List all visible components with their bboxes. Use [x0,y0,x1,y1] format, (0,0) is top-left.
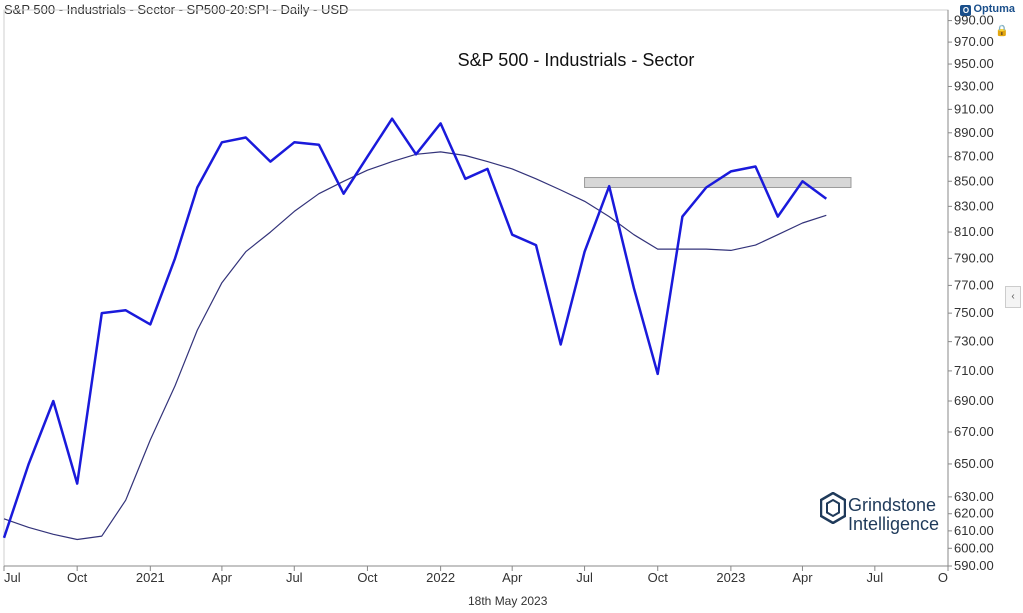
x-tick-label: Jul [4,570,21,585]
x-tick-label: Apr [792,570,813,585]
y-tick-label: 710.00 [954,363,994,378]
y-tick-label: 890.00 [954,125,994,140]
y-tick-label: 650.00 [954,456,994,471]
watermark-line-1: Grindstone [848,495,937,515]
lock-icon[interactable]: 🔒 [995,25,1009,37]
chart-title: S&P 500 - Industrials - Sector [458,50,695,70]
y-tick-label: 620.00 [954,506,994,521]
x-tick-label: Oct [648,570,669,585]
y-tick-label: 950.00 [954,56,994,71]
x-tick-label: Oct [357,570,378,585]
y-tick-label: 590.00 [954,558,994,573]
y-tick-label: 790.00 [954,250,994,265]
chevron-left-icon: ‹ [1011,291,1015,302]
y-axis: 590.00 600.00 610.00 620.00 630.00 650.00 670.… [947,10,994,573]
resistance-band-layer [584,177,852,188]
y-tick-label: 810.00 [954,224,994,239]
optuma-logo-icon: O [960,5,972,16]
optuma-brand: O Optuma [960,3,1015,16]
x-tick-label: Jul [867,570,884,585]
y-tick-label: 850.00 [954,173,994,188]
series-layer [2,117,828,541]
x-tick-label: Apr [212,570,233,585]
collapse-panel-button[interactable]: ‹ [1005,286,1021,308]
y-tick-label: 990.00 [954,13,994,28]
watermark: Grindstone Intelligence [848,496,939,534]
x-tick-label: 2021 [136,570,165,585]
y-tick-label: 870.00 [954,149,994,164]
y-tick-label: 970.00 [954,34,994,49]
x-axis: Jul Oct 2021 Apr Jul Oct 2022 Apr Jul Oct 2023 Apr J… [3,565,949,585]
plot-area-frame [3,9,949,567]
y-tick-label: 730.00 [954,334,994,349]
y-tick-label: 770.00 [954,277,994,292]
y-tick-label: 600.00 [954,540,994,555]
chart-date: 18th May 2023 [468,594,548,608]
y-tick-label: 670.00 [954,424,994,439]
x-tick-label: Apr [502,570,523,585]
grindstone-logo-icon [820,492,846,524]
y-tick-label: 930.00 [954,78,994,93]
y-tick-label: 690.00 [954,393,994,408]
y-tick-label: 630.00 [954,489,994,504]
price-series-line [2,117,828,539]
x-tick-label: 2023 [716,570,745,585]
x-tick-label: 2022 [426,570,455,585]
watermark-line-2: Intelligence [848,514,940,534]
brand-name: Optuma [973,3,1015,15]
y-tick-label: 750.00 [954,305,994,320]
x-tick-label: Oct [67,570,88,585]
y-tick-label: 910.00 [954,101,994,116]
chart-grid [3,9,949,567]
y-tick-label: 830.00 [954,198,994,213]
x-tick-label: Jul [576,570,593,585]
moving-average-line [3,151,827,541]
resistance-band [584,177,852,188]
y-tick-label: 610.00 [954,523,994,538]
x-tick-label: Jul [286,570,303,585]
x-tick-label: O [938,570,948,585]
